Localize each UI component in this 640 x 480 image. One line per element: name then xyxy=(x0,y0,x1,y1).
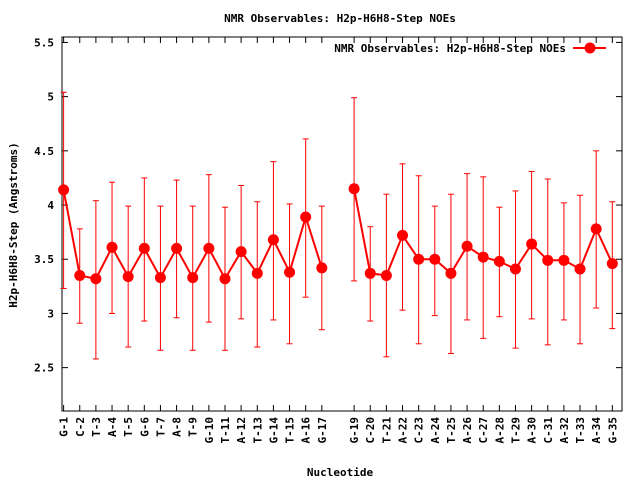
x-tick-label: A-28 xyxy=(493,417,506,444)
data-point xyxy=(203,242,215,254)
data-point xyxy=(235,246,247,258)
data-point xyxy=(90,273,102,285)
legend: NMR Observables: H2p-H6H8-Step NOEs xyxy=(334,42,606,55)
x-tick-label: A-24 xyxy=(429,417,442,444)
data-point xyxy=(429,253,441,265)
data-point xyxy=(122,271,134,283)
x-tick-label: T-13 xyxy=(251,417,264,444)
data-point xyxy=(187,272,199,284)
y-tick-label: 4 xyxy=(47,199,54,212)
x-tick-label: C-20 xyxy=(364,417,377,444)
x-tick-label: T-5 xyxy=(122,417,135,437)
x-tick-label: G-14 xyxy=(267,417,280,444)
data-point xyxy=(397,229,409,241)
x-tick-label: T-9 xyxy=(187,417,200,437)
data-point xyxy=(348,183,360,195)
x-tick-label: T-33 xyxy=(574,417,587,444)
data-point xyxy=(364,267,376,279)
legend-marker xyxy=(584,42,596,54)
x-tick-label: G-6 xyxy=(138,417,151,437)
legend-label: NMR Observables: H2p-H6H8-Step NOEs xyxy=(334,42,566,55)
x-tick-label: G-10 xyxy=(203,417,216,444)
x-tick-label: A-26 xyxy=(461,417,474,444)
data-point xyxy=(380,269,392,281)
data-point xyxy=(138,242,150,254)
data-point xyxy=(284,266,296,278)
x-tick-label: G-19 xyxy=(348,417,361,444)
data-point xyxy=(509,263,521,275)
data-point xyxy=(316,262,328,274)
x-tick-label: A-4 xyxy=(106,417,119,437)
x-tick-label: A-32 xyxy=(558,417,571,444)
y-axis: 2.5 3 3.5 4 4.5 5 5.5 xyxy=(34,36,622,375)
data-point xyxy=(574,263,586,275)
x-tick-label: G-35 xyxy=(606,417,619,444)
x-tick-label: T-29 xyxy=(509,417,522,444)
data-point xyxy=(590,223,602,235)
x-tick-label: A-8 xyxy=(171,417,184,437)
x-tick-label: A-34 xyxy=(590,417,603,444)
x-tick-label: A-12 xyxy=(235,417,248,444)
data-point xyxy=(251,267,263,279)
data-point xyxy=(171,242,183,254)
y-axis-label: H2p-H6H8-Step (Angstroms) xyxy=(7,142,20,308)
x-axis-label: Nucleotide xyxy=(307,466,374,479)
data-point xyxy=(300,211,312,223)
x-tick-label: G-1 xyxy=(58,417,71,437)
data-point xyxy=(542,254,554,266)
x-tick-label: T-11 xyxy=(219,417,232,444)
x-tick-label: G-17 xyxy=(316,417,329,444)
x-tick-label: C-27 xyxy=(477,417,490,444)
data-point xyxy=(606,258,618,270)
data-point xyxy=(477,251,489,263)
y-tick-label: 4.5 xyxy=(34,145,54,158)
y-tick-label: 3.5 xyxy=(34,253,54,266)
data-point xyxy=(413,253,425,265)
plot-frame xyxy=(61,36,623,412)
y-tick-label: 2.5 xyxy=(34,362,54,375)
data-point xyxy=(219,273,231,285)
x-tick-label: A-22 xyxy=(397,417,410,444)
x-axis: G-1 C-2 T-3 A-4 T-5 G-6 T-7 A-8 T-9 G-10 T-11 A-12 T… xyxy=(58,37,619,444)
y-tick-label: 5 xyxy=(47,91,54,104)
y-tick-label: 5.5 xyxy=(34,36,54,49)
error-bars xyxy=(60,91,616,360)
data-point xyxy=(558,254,570,266)
y-tick-label: 3 xyxy=(47,307,54,320)
x-tick-label: C-23 xyxy=(413,417,426,444)
data-point xyxy=(106,241,118,253)
data-point xyxy=(154,272,166,284)
data-point xyxy=(74,269,86,281)
x-tick-label: T-7 xyxy=(154,417,167,437)
data-point xyxy=(445,267,457,279)
x-tick-label: A-16 xyxy=(300,417,313,444)
x-tick-label: C-2 xyxy=(74,417,87,437)
x-tick-label: T-25 xyxy=(445,417,458,444)
x-tick-label: T-15 xyxy=(284,417,297,444)
x-tick-label: T-21 xyxy=(380,417,393,444)
data-point xyxy=(58,184,70,196)
data-point xyxy=(526,238,538,250)
x-tick-label: C-31 xyxy=(542,417,555,444)
data-point xyxy=(267,234,279,246)
series-points xyxy=(58,183,618,285)
data-point xyxy=(493,255,505,267)
x-tick-label: A-30 xyxy=(526,417,539,444)
chart-title: NMR Observables: H2p-H6H8-Step NOEs xyxy=(224,12,456,25)
series-lines xyxy=(62,188,614,281)
x-tick-label: T-3 xyxy=(90,417,103,437)
data-point xyxy=(461,240,473,252)
